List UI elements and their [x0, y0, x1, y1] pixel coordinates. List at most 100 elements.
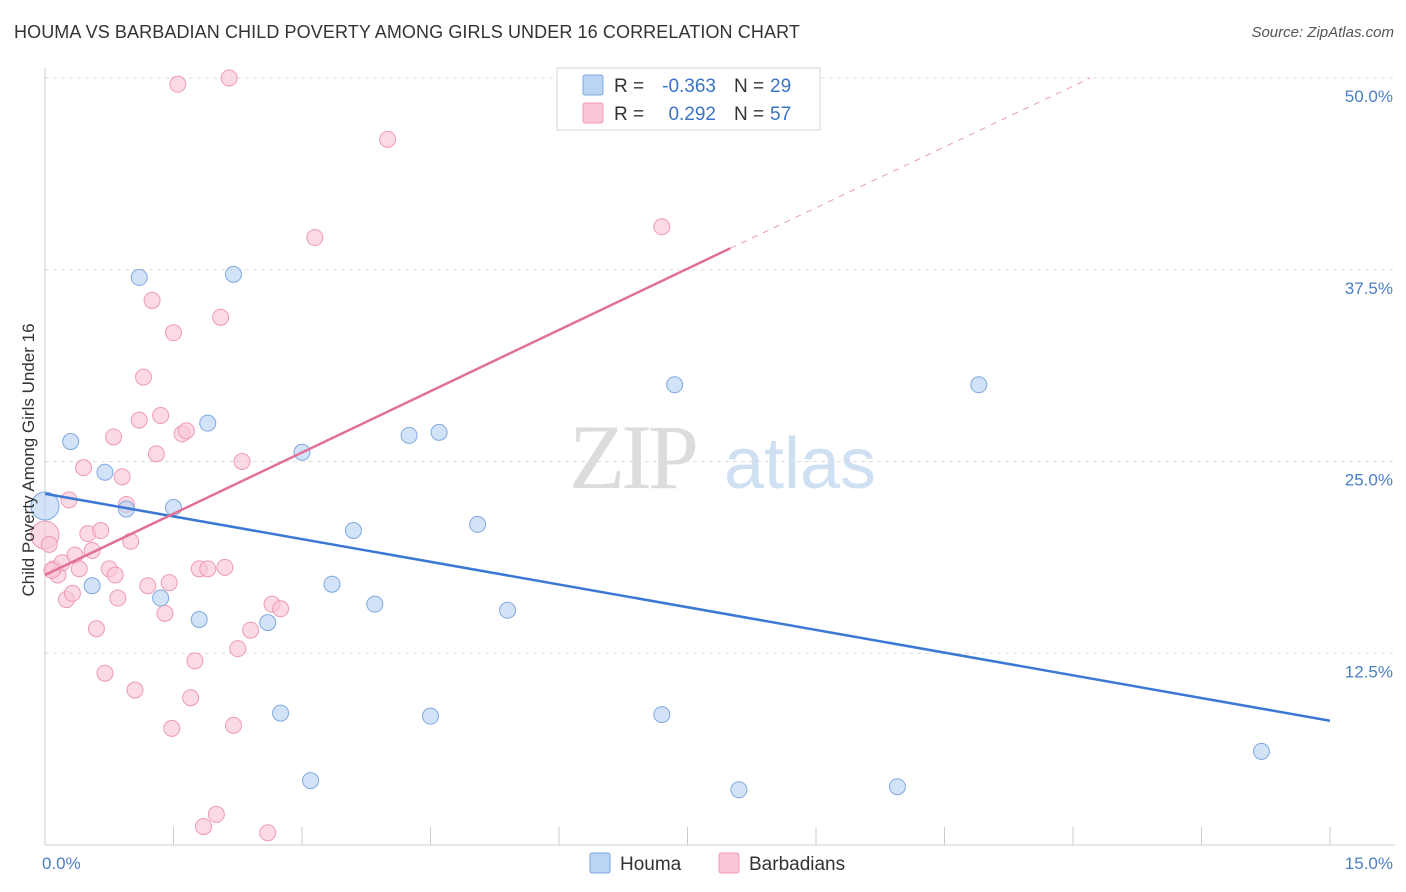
houma-point-2: [83, 577, 101, 595]
houma-point-25: [730, 781, 748, 799]
barb-point-29: [152, 406, 170, 424]
houma-point-21: [469, 515, 487, 533]
houma-point-1: [62, 433, 80, 451]
barb-point-7: [63, 584, 81, 602]
barb-point-49: [242, 621, 260, 639]
grid-lines: [45, 77, 1395, 654]
legend-n-value-houma: 29: [770, 76, 791, 97]
barb-point-20: [113, 468, 131, 486]
houma-point-16: [344, 522, 362, 540]
barb-point-1: [40, 535, 58, 553]
legend-n-value-barbadians: 57: [770, 104, 791, 125]
barb-point-34: [169, 75, 187, 93]
barb-point-44: [216, 558, 234, 576]
barb-point-27: [143, 291, 161, 309]
barb-point-30: [156, 604, 174, 622]
y-axis-tick-labels: 12.5% 25.0% 37.5% 50.0%: [1345, 87, 1393, 681]
barb-point-18: [106, 566, 124, 584]
houma-point-20: [430, 423, 448, 441]
y-axis-label: Child Poverty Among Girls Under 16: [19, 323, 38, 596]
houma-point-14: [302, 772, 320, 790]
barb-point-23: [126, 681, 144, 699]
houma-point-28: [1252, 742, 1270, 760]
bottom-legend-label-barbadians: Barbadians: [749, 854, 845, 875]
trend-lines: [44, 77, 1331, 722]
bottom-legend-swatch-houma: [589, 852, 611, 874]
barb-point-47: [229, 640, 247, 658]
houma-point-10: [224, 265, 242, 283]
barb-point-31: [160, 574, 178, 592]
legend-r-label-barbadians: R =: [614, 104, 644, 125]
barb-point-15: [96, 664, 114, 682]
legend-r-value-barbadians: 0.292: [668, 104, 716, 125]
barb-point-24: [130, 411, 148, 429]
barb-point-37: [182, 689, 200, 707]
houma-point-6: [152, 589, 170, 607]
x-tick-label-max: 15.0%: [1345, 854, 1393, 873]
series-barbadians: [30, 69, 671, 842]
bottom-legend-swatch-barbadians: [718, 852, 740, 874]
houma-point-15: [323, 575, 341, 593]
barb-point-36: [177, 422, 195, 440]
legend-n-label-barbadians: N =: [734, 104, 764, 125]
houma-point-8: [190, 611, 208, 629]
houma-point-19: [422, 707, 439, 725]
houma-point-22: [499, 601, 517, 619]
barb-point-32: [163, 719, 181, 737]
legend-r-label-houma: R =: [614, 76, 644, 97]
houma-point-3: [96, 463, 114, 481]
houma-point-0: [30, 491, 60, 521]
barb-point-48: [233, 453, 251, 470]
trend-line-houma: [44, 492, 1331, 722]
barb-point-14: [92, 522, 110, 540]
barb-point-38: [186, 652, 204, 670]
barb-point-42: [207, 805, 225, 823]
houma-point-24: [666, 376, 684, 394]
bottom-legend-label-houma: Houma: [620, 854, 682, 875]
y-tick-label-1: 25.0%: [1345, 471, 1393, 490]
barb-point-52: [272, 600, 290, 618]
barb-point-19: [109, 589, 127, 607]
trend-line-barbadians: [44, 247, 731, 577]
x-tick-label-min: 0.0%: [42, 854, 81, 873]
y-tick-label-2: 37.5%: [1345, 279, 1393, 298]
houma-point-5: [130, 268, 148, 286]
series-houma: [30, 265, 1270, 799]
barb-point-46: [224, 716, 242, 734]
barb-point-41: [199, 560, 217, 578]
barb-point-55: [653, 218, 671, 236]
watermark-zip: ZIP: [569, 406, 696, 508]
barb-point-9: [70, 560, 88, 578]
barb-point-10: [75, 459, 93, 477]
axes: [44, 68, 1395, 846]
barb-point-25: [135, 368, 153, 386]
houma-point-26: [888, 778, 906, 796]
houma-point-18: [400, 426, 418, 444]
houma-point-12: [272, 704, 290, 722]
legend-r-value-houma: -0.363: [662, 76, 716, 97]
x-axis-ticks: [44, 827, 1331, 845]
barb-point-13: [87, 620, 105, 638]
y-tick-label-0: 12.5%: [1345, 662, 1393, 681]
houma-point-23: [653, 706, 671, 724]
chart-title: HOUMA VS BARBADIAN CHILD POVERTY AMONG G…: [14, 22, 800, 42]
series-legend: Houma Barbadians: [589, 852, 845, 875]
barb-point-43: [212, 308, 230, 326]
barb-point-26: [139, 577, 157, 595]
barb-point-17: [105, 428, 123, 446]
barb-point-40: [194, 818, 212, 836]
barb-point-54: [379, 130, 397, 148]
houma-point-9: [199, 414, 217, 432]
watermark-atlas: atlas: [724, 424, 876, 504]
barb-point-50: [259, 824, 277, 842]
source-label: Source: ZipAtlas.com: [1251, 24, 1394, 41]
houma-point-17: [366, 595, 384, 613]
y-tick-label-3: 50.0%: [1345, 87, 1393, 106]
watermark: ZIP atlas: [569, 406, 876, 508]
legend-n-label-houma: N =: [734, 76, 764, 97]
houma-point-27: [970, 376, 988, 394]
barb-point-53: [306, 229, 324, 247]
correlation-legend: R = -0.363 N = 29 R = 0.292 N = 57: [556, 67, 821, 131]
barb-point-33: [165, 324, 182, 342]
